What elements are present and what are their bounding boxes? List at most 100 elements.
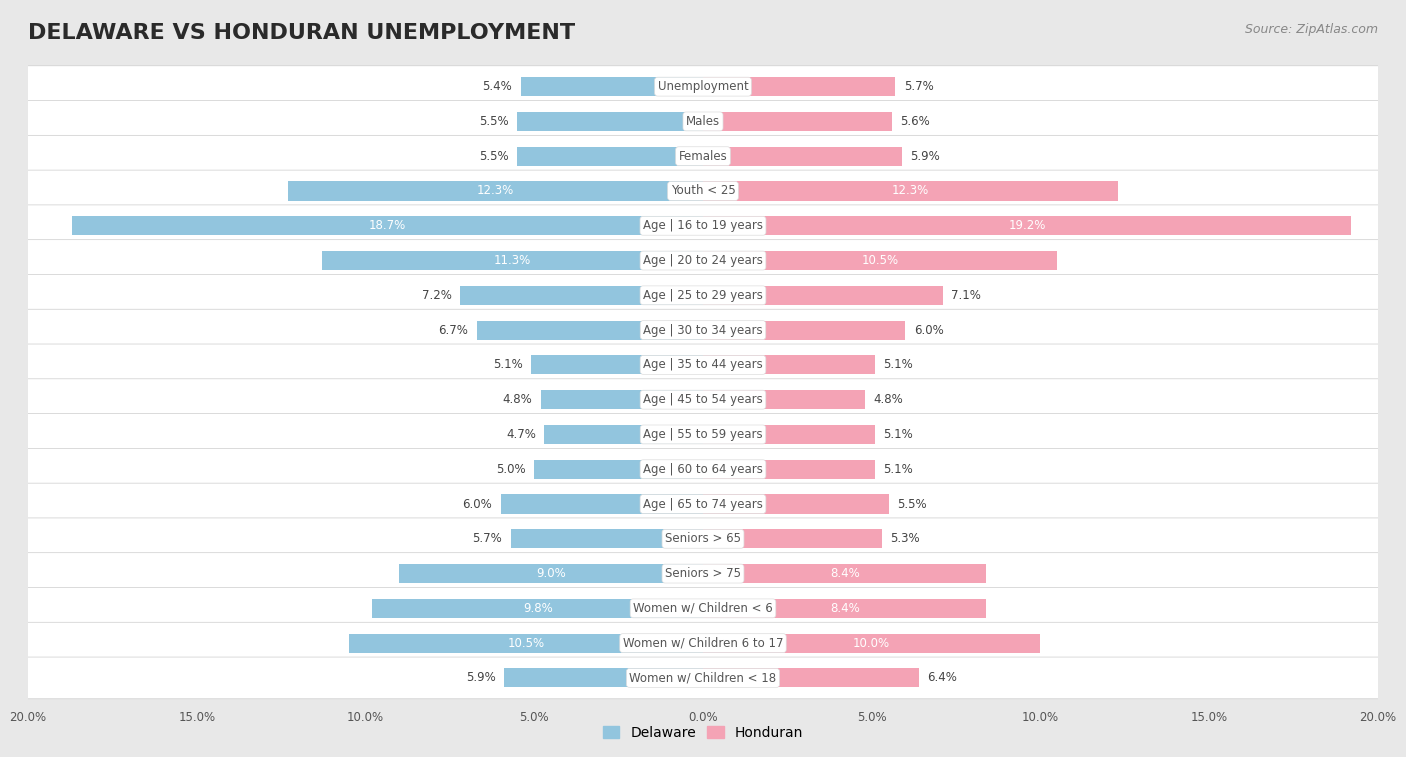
Bar — [534, 459, 703, 479]
Text: 8.4%: 8.4% — [830, 602, 859, 615]
Text: 5.5%: 5.5% — [479, 150, 509, 163]
Text: 19.2%: 19.2% — [1008, 220, 1046, 232]
Bar — [703, 599, 987, 618]
Text: 10.5%: 10.5% — [862, 254, 898, 267]
Bar — [477, 320, 703, 340]
Bar — [703, 390, 865, 410]
Text: 7.1%: 7.1% — [950, 289, 981, 302]
Text: Age | 60 to 64 years: Age | 60 to 64 years — [643, 463, 763, 475]
FancyBboxPatch shape — [22, 66, 1384, 107]
Text: 7.2%: 7.2% — [422, 289, 451, 302]
Bar — [703, 529, 882, 548]
Text: 5.9%: 5.9% — [465, 671, 495, 684]
FancyBboxPatch shape — [22, 344, 1384, 386]
FancyBboxPatch shape — [22, 553, 1384, 594]
FancyBboxPatch shape — [22, 170, 1384, 212]
Text: Seniors > 75: Seniors > 75 — [665, 567, 741, 580]
Text: 4.8%: 4.8% — [503, 393, 533, 407]
Text: Age | 20 to 24 years: Age | 20 to 24 years — [643, 254, 763, 267]
Bar — [510, 529, 703, 548]
Text: Males: Males — [686, 115, 720, 128]
Text: 9.0%: 9.0% — [536, 567, 567, 580]
Text: 4.8%: 4.8% — [873, 393, 903, 407]
Bar — [703, 425, 875, 444]
Text: 5.5%: 5.5% — [897, 497, 927, 510]
Bar — [703, 286, 942, 305]
Bar — [703, 217, 1351, 235]
Text: Age | 65 to 74 years: Age | 65 to 74 years — [643, 497, 763, 510]
Bar — [517, 147, 703, 166]
Bar — [703, 564, 987, 583]
Bar — [703, 634, 1040, 653]
Text: 5.6%: 5.6% — [900, 115, 931, 128]
FancyBboxPatch shape — [22, 413, 1384, 455]
Text: Women w/ Children < 6: Women w/ Children < 6 — [633, 602, 773, 615]
Bar — [703, 494, 889, 513]
Text: 5.5%: 5.5% — [479, 115, 509, 128]
Text: 5.3%: 5.3% — [890, 532, 920, 545]
Bar — [703, 668, 920, 687]
Bar — [703, 112, 891, 131]
FancyBboxPatch shape — [22, 622, 1384, 664]
Text: 9.8%: 9.8% — [523, 602, 553, 615]
Bar — [703, 77, 896, 96]
Text: 5.1%: 5.1% — [883, 428, 914, 441]
Text: 8.4%: 8.4% — [830, 567, 859, 580]
Text: Age | 16 to 19 years: Age | 16 to 19 years — [643, 220, 763, 232]
Text: 5.1%: 5.1% — [492, 358, 523, 372]
Text: Age | 55 to 59 years: Age | 55 to 59 years — [643, 428, 763, 441]
Text: 12.3%: 12.3% — [477, 185, 515, 198]
Text: 12.3%: 12.3% — [891, 185, 929, 198]
Legend: Delaware, Honduran: Delaware, Honduran — [598, 720, 808, 746]
Text: Women w/ Children < 18: Women w/ Children < 18 — [630, 671, 776, 684]
Bar — [517, 112, 703, 131]
Bar — [399, 564, 703, 583]
Text: 6.7%: 6.7% — [439, 323, 468, 337]
Text: DELAWARE VS HONDURAN UNEMPLOYMENT: DELAWARE VS HONDURAN UNEMPLOYMENT — [28, 23, 575, 42]
Text: 5.0%: 5.0% — [496, 463, 526, 475]
Text: Youth < 25: Youth < 25 — [671, 185, 735, 198]
Bar — [322, 251, 703, 270]
Text: Women w/ Children 6 to 17: Women w/ Children 6 to 17 — [623, 637, 783, 650]
Text: Unemployment: Unemployment — [658, 80, 748, 93]
Text: Seniors > 65: Seniors > 65 — [665, 532, 741, 545]
Bar — [72, 217, 703, 235]
Bar — [531, 355, 703, 375]
Text: Age | 45 to 54 years: Age | 45 to 54 years — [643, 393, 763, 407]
FancyBboxPatch shape — [22, 657, 1384, 699]
Text: 10.0%: 10.0% — [853, 637, 890, 650]
Text: Source: ZipAtlas.com: Source: ZipAtlas.com — [1244, 23, 1378, 36]
Bar — [288, 182, 703, 201]
FancyBboxPatch shape — [22, 518, 1384, 559]
Text: 10.5%: 10.5% — [508, 637, 544, 650]
Bar — [703, 251, 1057, 270]
Bar — [703, 182, 1118, 201]
FancyBboxPatch shape — [22, 587, 1384, 629]
Bar — [520, 77, 703, 96]
Text: 5.1%: 5.1% — [883, 463, 914, 475]
Text: 6.0%: 6.0% — [914, 323, 943, 337]
Text: 5.9%: 5.9% — [911, 150, 941, 163]
Bar — [460, 286, 703, 305]
Text: Age | 30 to 34 years: Age | 30 to 34 years — [643, 323, 763, 337]
FancyBboxPatch shape — [22, 101, 1384, 142]
Bar — [703, 355, 875, 375]
FancyBboxPatch shape — [22, 483, 1384, 525]
FancyBboxPatch shape — [22, 310, 1384, 351]
FancyBboxPatch shape — [22, 275, 1384, 316]
Bar — [373, 599, 703, 618]
FancyBboxPatch shape — [22, 448, 1384, 490]
Text: 5.7%: 5.7% — [904, 80, 934, 93]
Text: 5.4%: 5.4% — [482, 80, 512, 93]
Bar — [703, 320, 905, 340]
Text: 6.0%: 6.0% — [463, 497, 492, 510]
Bar — [501, 494, 703, 513]
Bar — [544, 425, 703, 444]
FancyBboxPatch shape — [22, 136, 1384, 177]
Text: Females: Females — [679, 150, 727, 163]
Text: Age | 25 to 29 years: Age | 25 to 29 years — [643, 289, 763, 302]
FancyBboxPatch shape — [22, 240, 1384, 282]
FancyBboxPatch shape — [22, 378, 1384, 421]
Text: 4.7%: 4.7% — [506, 428, 536, 441]
Bar — [703, 459, 875, 479]
